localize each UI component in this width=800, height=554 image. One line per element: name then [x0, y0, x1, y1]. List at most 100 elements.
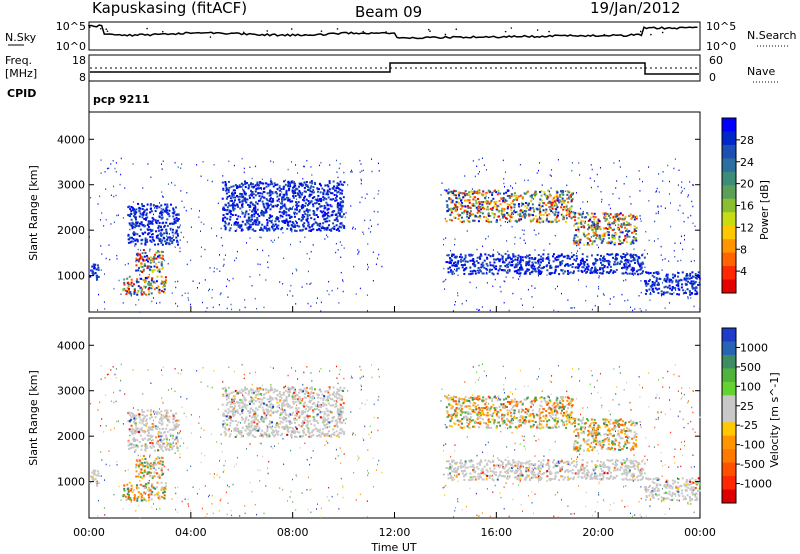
velocity-echo-cell — [136, 484, 139, 487]
power-echo-cell — [594, 231, 597, 234]
power-echo-cell — [450, 192, 453, 195]
velocity-echo-cell — [151, 426, 154, 429]
power-echo-cell — [264, 226, 267, 229]
power-echo-cell — [138, 299, 140, 301]
power-echo-cell — [469, 259, 472, 262]
power-echo-cell — [205, 310, 207, 313]
power-echo-cell — [236, 194, 239, 197]
power-echo-cell — [577, 228, 580, 231]
velocity-echo-cell — [155, 436, 158, 439]
power-echo-cell — [631, 254, 634, 257]
power-echo-cell — [621, 256, 624, 259]
power-echo-cell — [228, 229, 231, 232]
power-echo-cell — [312, 209, 315, 212]
power-echo-cell — [644, 280, 647, 283]
power-echo-cell — [323, 190, 326, 193]
power-echo-cell — [292, 195, 295, 198]
power-echo-cell — [483, 164, 485, 166]
power-echo-cell — [232, 196, 235, 199]
power-echo-cell — [622, 266, 625, 269]
power-echo-cell — [262, 187, 265, 190]
velocity-echo-cell — [145, 419, 148, 422]
power-echo-cell — [455, 255, 458, 258]
power-echo-cell — [300, 205, 303, 208]
power-echo-cell — [236, 185, 239, 188]
power-echo-cell — [472, 263, 474, 266]
power-echo-cell — [471, 272, 474, 275]
power-echo-cell — [510, 195, 513, 198]
power-echo-cell — [674, 256, 676, 258]
power-echo-cell — [691, 283, 694, 286]
power-echo-cell — [226, 307, 228, 310]
power-echo-cell — [150, 240, 153, 243]
power-echo-cell — [158, 239, 161, 242]
power-echo-cell — [476, 207, 479, 210]
freq-panel-frame — [88, 54, 701, 82]
power-echo-cell — [682, 292, 684, 295]
power-echo-cell — [481, 206, 484, 209]
power-echo-cell — [127, 290, 130, 293]
freq-left-tick-bottom: 8 — [79, 71, 86, 84]
power-echo-cell — [669, 292, 672, 295]
power-echo-cell — [91, 265, 94, 268]
power-echo-cell — [134, 239, 137, 242]
power-echo-cell — [139, 287, 141, 290]
power-echo-cell — [157, 226, 160, 229]
power-echo-cell — [508, 256, 511, 259]
power-echo-cell — [545, 218, 548, 221]
power-echo-cell — [606, 230, 608, 233]
power-echo-cell — [517, 268, 519, 271]
power-echo-cell — [259, 274, 261, 276]
power-echo-cell — [261, 223, 264, 226]
power-echo-cell — [626, 265, 629, 268]
velocity-echo-cell — [128, 428, 131, 431]
power-echo-cell — [514, 194, 517, 197]
power-echo-cell — [343, 225, 346, 228]
power-echo-cell — [536, 208, 539, 211]
velocity-echo-cell — [175, 412, 178, 415]
power-echo-cell — [173, 220, 176, 223]
velocity-echo-cell — [225, 395, 228, 398]
power-echo-cell — [231, 202, 234, 205]
power-echo-cell — [512, 199, 515, 202]
power-echo-cell — [211, 180, 213, 183]
power-echo-cell — [241, 202, 244, 205]
power-echo-cell — [458, 255, 461, 258]
power-echo-cell — [275, 190, 278, 193]
power-echo-cell — [559, 264, 561, 266]
velocity-echo-cell — [309, 387, 312, 390]
power-echo-cell — [234, 221, 237, 224]
power-echo-cell — [521, 268, 523, 270]
power-echo-cell — [302, 206, 305, 209]
power-echo-cell — [113, 221, 115, 224]
power-echo-cell — [238, 224, 241, 227]
velocity-echo-cell — [165, 436, 168, 439]
power-echo-cell — [638, 265, 641, 268]
power-echo-cell — [607, 261, 610, 264]
power-echo-cell — [561, 262, 563, 265]
power-echo-cell — [339, 215, 342, 218]
velocity-echo-cell — [303, 387, 306, 390]
power-echo-cell — [213, 270, 215, 273]
power-echo-cell — [151, 277, 154, 280]
power-echo-cell — [544, 195, 547, 198]
power-echo-cell — [562, 200, 565, 203]
power-echo-cell — [255, 185, 257, 187]
velocity-echo-cell — [306, 421, 309, 424]
power-echo-cell — [98, 293, 100, 296]
power-echo-cell — [326, 290, 328, 292]
power-echo-cell — [319, 183, 322, 186]
power-echo-cell — [274, 223, 277, 226]
power-echo-cell — [372, 251, 374, 253]
power-echo-cell — [227, 191, 230, 194]
velocity-echo-cell — [149, 441, 152, 444]
velocity-echo-cell — [254, 396, 257, 399]
velocity-echo-cell — [138, 421, 141, 424]
power-echo-cell — [630, 217, 633, 220]
velocity-echo-cell — [278, 400, 281, 403]
velocity-echo-cells — [89, 363, 701, 519]
power-echo-cell — [241, 220, 244, 223]
power-echo-cell — [234, 192, 237, 195]
power-echo-cell — [511, 225, 513, 228]
power-echo-cell — [634, 254, 637, 257]
